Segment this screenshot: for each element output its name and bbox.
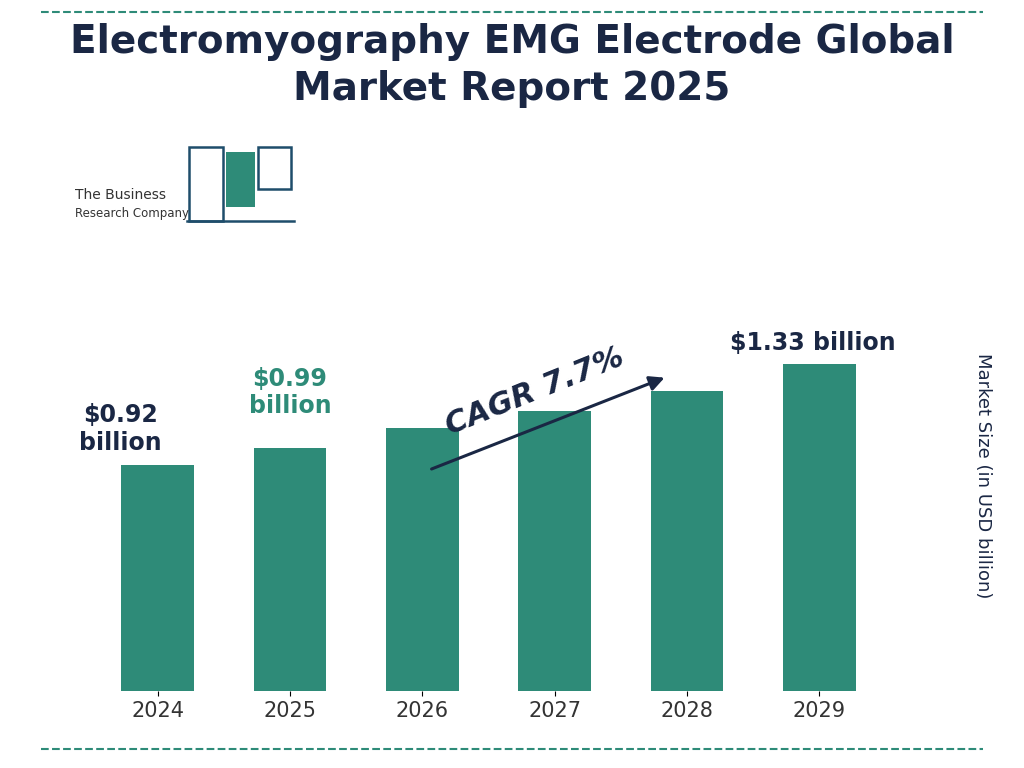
Text: $0.99
billion: $0.99 billion [249, 366, 332, 419]
Bar [518, 411, 591, 691]
Bar [258, 147, 292, 189]
Bar [650, 392, 723, 691]
Bar [254, 448, 327, 691]
Text: Research Company: Research Company [75, 207, 188, 220]
Bar [783, 364, 856, 691]
Text: Electromyography EMG Electrode Global
Market Report 2025: Electromyography EMG Electrode Global Ma… [70, 23, 954, 108]
Text: $0.92
billion: $0.92 billion [79, 403, 162, 455]
Text: The Business: The Business [75, 188, 166, 202]
Bar [226, 152, 255, 207]
Text: $1.33 billion: $1.33 billion [730, 330, 896, 355]
Bar [188, 147, 222, 221]
Bar [121, 465, 195, 691]
Text: CAGR 7.7%: CAGR 7.7% [441, 343, 629, 441]
Text: Market Size (in USD billion): Market Size (in USD billion) [975, 353, 992, 599]
Bar [386, 429, 459, 691]
